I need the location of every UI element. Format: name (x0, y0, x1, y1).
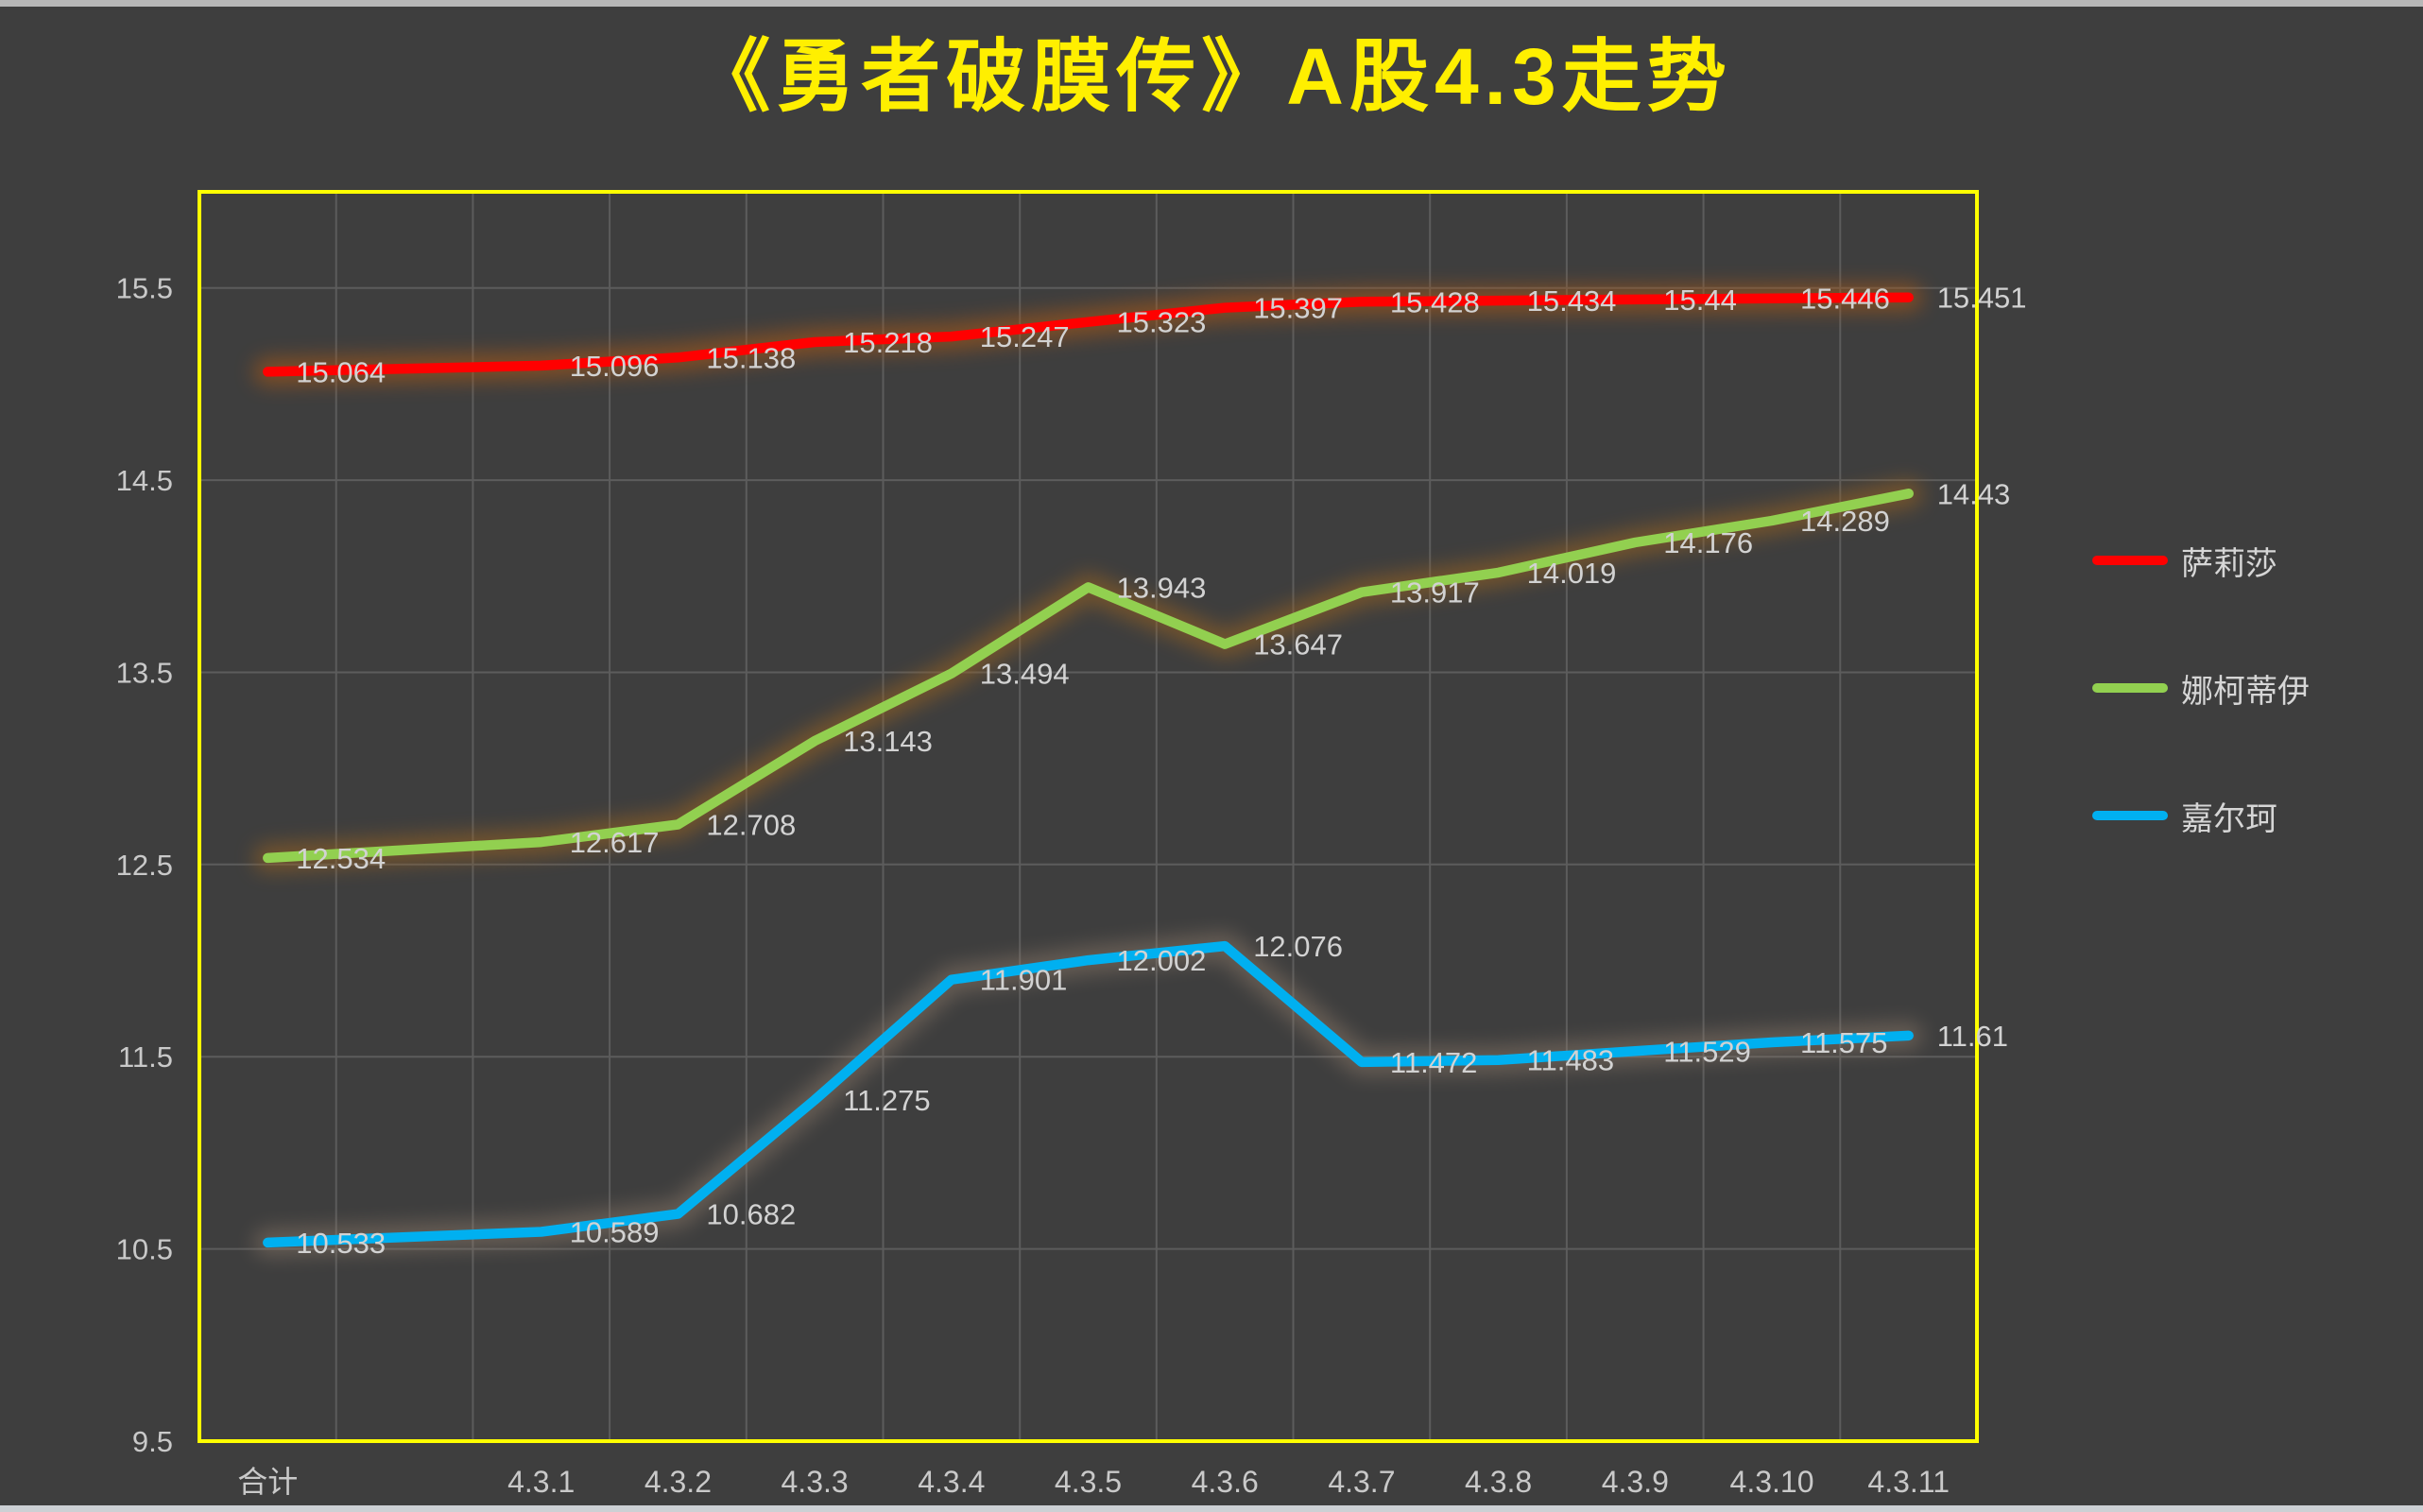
series-glow-2 (253, 932, 1923, 1257)
legend-label: 嘉尔珂 (2181, 800, 2277, 837)
data-label-1: 14.176 (1663, 526, 1753, 559)
x-axis-label: 4.3.4 (918, 1465, 985, 1499)
series-line-1 (263, 489, 1914, 864)
y-axis-label: 13.5 (116, 657, 173, 690)
data-label-2: 10.589 (570, 1216, 660, 1249)
data-label-2: 11.61 (1937, 1020, 2008, 1053)
y-axis-label: 10.5 (116, 1233, 173, 1266)
data-label-2: 11.901 (980, 964, 1068, 997)
data-label-2: 10.533 (296, 1227, 386, 1260)
data-label-1: 13.143 (843, 725, 933, 758)
screen-edge-top (0, 0, 2423, 7)
x-axis-label: 4.3.2 (644, 1465, 712, 1499)
data-label-0: 15.428 (1390, 285, 1480, 318)
y-axis-label: 11.5 (118, 1040, 173, 1074)
x-axis-label: 4.3.11 (1867, 1465, 1950, 1499)
legend-label: 萨莉莎 (2181, 545, 2277, 582)
data-label-1: 13.943 (1117, 571, 1207, 604)
x-axis-label: 4.3.1 (507, 1465, 575, 1499)
data-label-1: 12.708 (706, 809, 796, 842)
x-axis-label: 合计 (237, 1465, 298, 1499)
legend-item-0: 萨莉莎 (2092, 544, 2277, 582)
data-label-1: 13.494 (980, 658, 1070, 691)
data-label-1: 14.019 (1527, 557, 1617, 590)
legend-label: 娜柯蒂伊 (2181, 673, 2310, 710)
data-label-2: 11.575 (1800, 1026, 1888, 1059)
data-label-0: 15.218 (843, 326, 933, 359)
x-axis-label: 4.3.10 (1730, 1465, 1814, 1499)
x-axis-label: 4.3.8 (1465, 1465, 1532, 1499)
series-line-2 (263, 940, 1914, 1248)
legend-item-2: 嘉尔珂 (2092, 799, 2277, 837)
data-label-1: 13.917 (1390, 576, 1480, 610)
data-label-2: 10.682 (706, 1198, 796, 1231)
x-axis-label: 4.3.6 (1192, 1465, 1259, 1499)
y-axis-label: 9.5 (132, 1425, 173, 1458)
chart-title: 《勇者破膜传》A股4.3走势 (691, 32, 1732, 121)
data-label-0: 15.397 (1253, 292, 1343, 325)
data-label-1: 14.289 (1800, 505, 1890, 538)
series-glow-1 (253, 479, 1923, 872)
data-label-2: 12.076 (1253, 930, 1343, 963)
x-axis-label: 4.3.3 (782, 1465, 849, 1499)
data-label-1: 12.534 (296, 842, 386, 875)
x-axis-label: 4.3.9 (1602, 1465, 1669, 1499)
legend-swatch-line (2092, 683, 2168, 693)
legend-swatch-line (2092, 811, 2168, 820)
data-label-0: 15.434 (1527, 284, 1617, 318)
data-label-2: 11.275 (843, 1084, 931, 1117)
data-label-0: 15.096 (570, 350, 660, 383)
legend-swatch-line (2092, 556, 2168, 565)
data-label-2: 11.529 (1663, 1035, 1751, 1068)
series-line-0 (263, 292, 1914, 377)
data-label-0: 15.446 (1800, 283, 1890, 316)
data-label-2: 11.472 (1390, 1046, 1478, 1079)
screen-edge-bottom (0, 1505, 2423, 1512)
data-label-0: 15.323 (1117, 306, 1207, 339)
x-axis-label: 4.3.7 (1328, 1465, 1395, 1499)
plot-border (198, 190, 1979, 1443)
data-label-1: 14.43 (1937, 477, 2011, 510)
data-label-0: 15.064 (296, 355, 386, 388)
data-label-0: 15.247 (980, 320, 1070, 353)
data-label-2: 11.483 (1527, 1044, 1615, 1077)
data-label-1: 12.617 (570, 826, 660, 859)
y-axis-label: 15.5 (116, 272, 173, 305)
data-label-0: 15.451 (1937, 282, 2027, 315)
y-axis-label: 14.5 (116, 464, 173, 497)
data-label-0: 15.138 (706, 341, 796, 374)
data-label-0: 15.44 (1663, 284, 1737, 317)
legend: 萨莉莎娜柯蒂伊嘉尔珂 (2092, 0, 2423, 1512)
x-axis-label: 4.3.5 (1055, 1465, 1122, 1499)
legend-item-1: 娜柯蒂伊 (2092, 672, 2310, 710)
series-glow-0 (253, 283, 1923, 387)
data-label-2: 12.002 (1117, 944, 1207, 977)
y-axis-label: 12.5 (116, 849, 173, 882)
data-label-1: 13.647 (1253, 628, 1343, 662)
